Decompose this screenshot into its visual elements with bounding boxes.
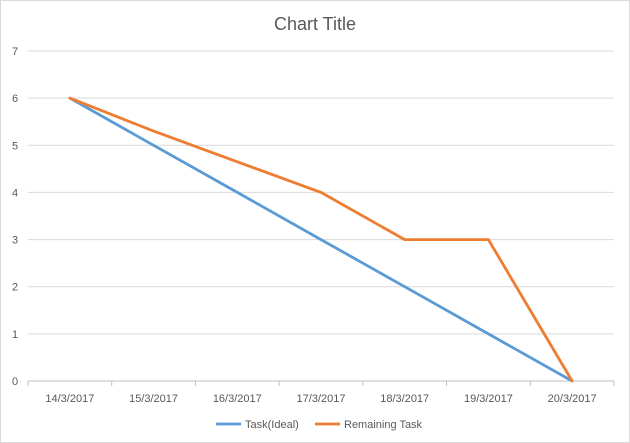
y-tick-label: 4 [12,187,18,199]
y-axis-ticks: 0 1 2 3 4 5 6 7 [12,46,18,388]
chart-title: Chart Title [274,14,356,34]
x-tick-label: 18/3/2017 [380,393,429,405]
y-tick-label: 3 [12,235,18,247]
y-tick-label: 5 [12,140,18,152]
series-line-task-ideal [68,96,574,383]
x-tick-label: 16/3/2017 [213,393,262,405]
series-line-remaining-task [68,96,574,383]
x-tick-label: 17/3/2017 [297,393,346,405]
legend-label: Remaining Task [344,419,423,431]
legend-label: Task(Ideal) [245,419,299,431]
x-tick-label: 15/3/2017 [129,393,178,405]
x-tick-label: 14/3/2017 [45,393,94,405]
series-lines [68,96,574,383]
y-tick-label: 6 [12,93,18,105]
x-axis-ticks: 14/3/2017 15/3/2017 16/3/2017 17/3/2017 18/3… [27,381,615,405]
x-tick-label: 20/3/2017 [548,393,597,405]
y-tick-label: 7 [12,46,18,58]
y-tick-label: 2 [12,282,18,294]
y-tick-label: 0 [12,376,18,388]
gridlines [28,50,614,382]
legend: Task(Ideal) Remaining Task [216,419,423,431]
x-tick-label: 19/3/2017 [464,393,513,405]
y-tick-label: 1 [12,329,18,341]
